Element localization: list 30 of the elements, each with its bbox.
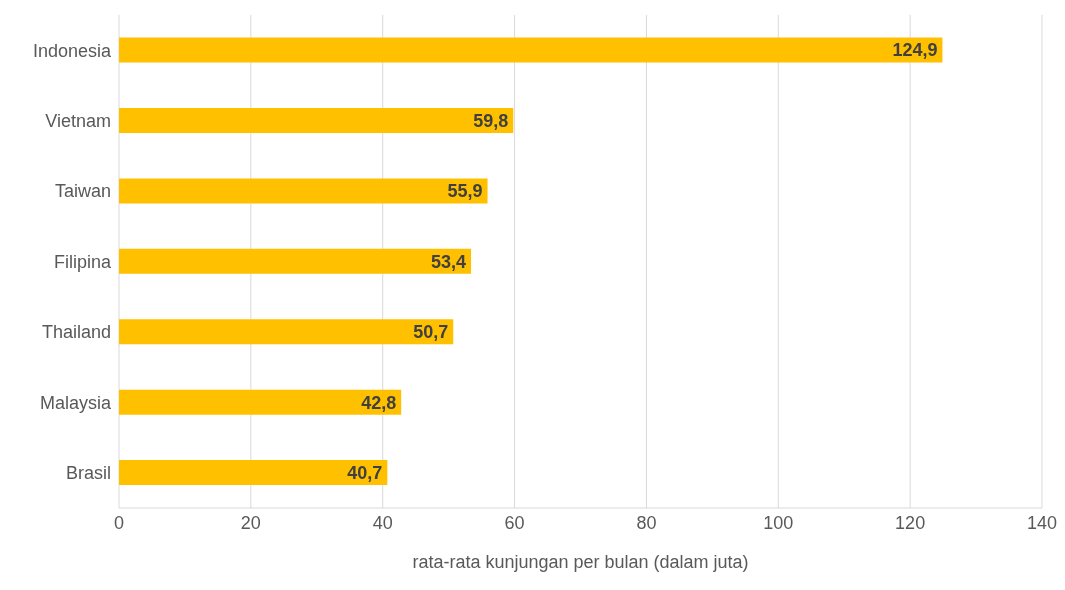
- data-label: 124,9: [892, 40, 938, 61]
- bar: [119, 460, 388, 486]
- x-tick-label: 100: [763, 512, 794, 533]
- data-label: 55,9: [447, 181, 483, 202]
- y-tick-label: Indonesia: [32, 40, 112, 61]
- bar: [119, 389, 402, 415]
- x-tick-label: 60: [504, 512, 525, 533]
- bar: [119, 178, 488, 204]
- y-tick-label: Thailand: [41, 322, 111, 343]
- x-tick-label: 140: [1026, 512, 1058, 533]
- x-tick-label: 20: [240, 512, 261, 533]
- bar: [119, 248, 472, 274]
- x-tick-label: 0: [113, 512, 125, 533]
- data-label: 53,4: [431, 251, 467, 272]
- x-axis-title: rata-rata kunjungan per bulan (dalam juta): [412, 552, 749, 572]
- y-tick-label: Brasil: [65, 463, 111, 484]
- bar: [119, 37, 943, 63]
- x-tick-label: 40: [372, 512, 393, 533]
- x-tick-label: 80: [636, 512, 657, 533]
- y-tick-label: Taiwan: [54, 181, 111, 202]
- x-tick-label: 120: [895, 512, 926, 533]
- data-label: 42,8: [361, 392, 397, 413]
- data-label: 59,8: [473, 110, 509, 131]
- data-label: 50,7: [413, 322, 449, 343]
- y-tick-label: Filipina: [53, 251, 112, 272]
- data-label: 40,7: [347, 463, 383, 483]
- y-tick-label: Malaysia: [39, 392, 112, 413]
- bar: [119, 107, 514, 133]
- bar: [119, 319, 454, 345]
- y-tick-label: Vietnam: [45, 111, 111, 132]
